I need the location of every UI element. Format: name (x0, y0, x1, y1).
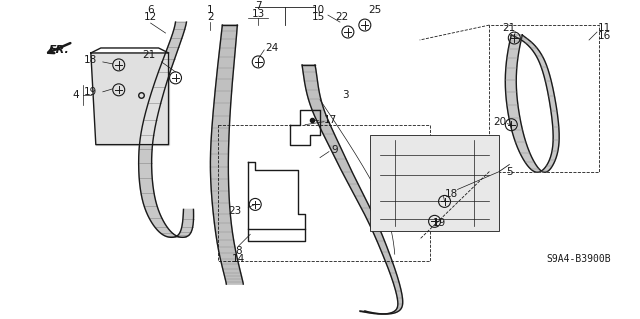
Polygon shape (139, 22, 193, 237)
Text: 23: 23 (228, 206, 242, 216)
Text: 13: 13 (252, 9, 265, 19)
Text: 18: 18 (445, 189, 458, 199)
Text: 17: 17 (323, 115, 337, 125)
Text: 5: 5 (506, 167, 513, 176)
Text: 19: 19 (84, 87, 97, 97)
Text: 24: 24 (266, 43, 279, 53)
Text: FR.: FR. (49, 45, 69, 55)
Text: 8: 8 (235, 246, 242, 256)
Text: 25: 25 (368, 5, 381, 15)
Text: 1: 1 (207, 5, 214, 15)
Text: 21: 21 (502, 23, 516, 33)
Bar (490, 25, 599, 172)
Text: 12: 12 (144, 12, 157, 22)
Text: 15: 15 (312, 12, 324, 22)
Text: 6: 6 (147, 5, 154, 15)
Polygon shape (211, 25, 243, 284)
Text: S9A4-B3900B: S9A4-B3900B (547, 254, 611, 264)
Text: 3: 3 (342, 90, 349, 100)
Text: 14: 14 (232, 254, 245, 264)
Polygon shape (302, 65, 403, 314)
Bar (370, 135, 499, 231)
Text: 2: 2 (207, 12, 214, 22)
Text: 11: 11 (597, 23, 611, 33)
Polygon shape (506, 35, 559, 172)
Text: 10: 10 (312, 5, 324, 15)
Text: 16: 16 (597, 31, 611, 41)
Text: 4: 4 (72, 90, 79, 100)
Polygon shape (91, 53, 168, 145)
Text: 21: 21 (142, 50, 156, 60)
Text: 22: 22 (335, 12, 349, 22)
Text: 9: 9 (332, 145, 339, 155)
Text: 7: 7 (255, 1, 262, 11)
Text: 19: 19 (433, 218, 446, 228)
Text: 18: 18 (84, 55, 97, 65)
Text: 20: 20 (493, 117, 506, 127)
